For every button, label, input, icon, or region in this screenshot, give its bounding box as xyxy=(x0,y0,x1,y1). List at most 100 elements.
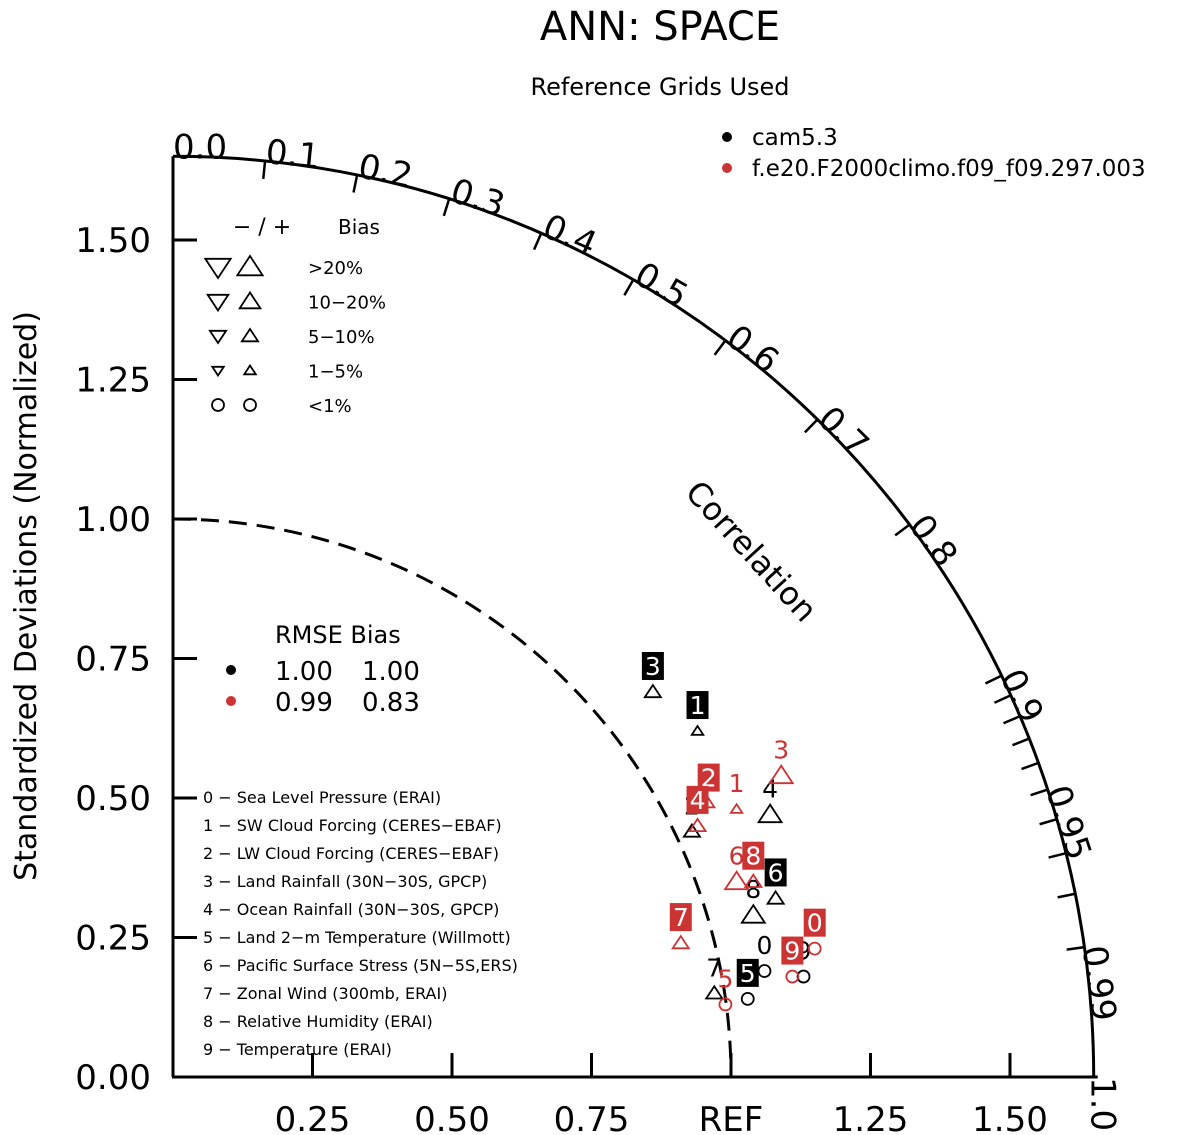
bias-legend-down-triangle-icon xyxy=(206,293,230,313)
correlation-label: 0.3 xyxy=(446,171,510,225)
legends-group: cam5.3 f.e20.F2000climo.f09_f09.297.003 − … xyxy=(203,125,1146,1059)
data-point-label: 1 xyxy=(690,691,706,720)
correlation-tick xyxy=(262,160,267,179)
data-point-label: 5 xyxy=(717,964,733,993)
variable-legend-item: 4 − Ocean Rainfall (30N−30S, GPCP) xyxy=(203,900,499,919)
data-point-marker xyxy=(743,873,764,888)
correlation-tick xyxy=(623,279,635,296)
chart-title: ANN: SPACE xyxy=(540,4,780,50)
data-point-marker xyxy=(757,964,772,978)
correlation-axis-label: Correlation xyxy=(678,473,825,629)
variable-legend-item: 3 − Land Rainfall (30N−30S, GPCP) xyxy=(203,872,487,891)
data-point-label-box xyxy=(669,903,692,932)
outer-arc xyxy=(172,154,1096,1078)
chart-subtitle: Reference Grids Used xyxy=(530,73,789,101)
rmse-table-bias: 1.00 xyxy=(362,657,420,687)
x-tick-label: 0.75 xyxy=(554,1100,630,1135)
correlation-tick xyxy=(1048,851,1067,859)
correlation-tick xyxy=(713,339,727,356)
data-point-label: 5 xyxy=(740,959,756,988)
data-point-label: 0 xyxy=(807,909,823,938)
data-point-label: 3 xyxy=(773,736,789,765)
data-point-label: 6 xyxy=(729,842,745,871)
correlation-tick xyxy=(1002,715,1021,725)
bias-legend-up-triangle-icon xyxy=(238,290,263,310)
bias-legend-label: >20% xyxy=(308,258,363,279)
data-point-label: 3 xyxy=(645,652,661,681)
y-tick-label: 1.00 xyxy=(75,500,151,540)
bias-legend-circle-icon xyxy=(243,398,257,412)
data-point-marker xyxy=(796,969,811,984)
bias-legend-header: Bias xyxy=(338,215,380,239)
rmse-table-bias: 0.83 xyxy=(362,688,420,718)
x-tick-label: 0.25 xyxy=(275,1100,351,1135)
data-point-label: 4 xyxy=(690,786,706,815)
y-axis-label: Standardized Deviations (Normalized) xyxy=(9,311,44,881)
data-point-marker xyxy=(690,724,705,736)
x-tick-label: REF xyxy=(699,1100,764,1135)
data-point-label-box xyxy=(781,936,804,965)
x-tick-label: 1.25 xyxy=(833,1100,909,1135)
data-point-label: 9 xyxy=(784,937,800,966)
data-point-marker xyxy=(765,889,786,905)
correlation-tick xyxy=(1057,892,1076,899)
rmse-table-rmse: 1.00 xyxy=(275,657,333,687)
data-point-marker xyxy=(740,991,755,1006)
data-point-label-box xyxy=(697,763,720,792)
data-point-label: 8 xyxy=(745,842,761,871)
x-tick-label: 0.50 xyxy=(414,1100,490,1135)
bias-legend-down-triangle-icon xyxy=(208,329,228,345)
rmse-table-header: RMSE Bias xyxy=(275,621,401,649)
bias-legend-circle-icon xyxy=(211,398,225,412)
correlation-label: 0.99 xyxy=(1074,943,1124,1024)
data-point-label-box xyxy=(686,785,709,814)
rmse-table-dot xyxy=(226,665,236,675)
data-point-label-box xyxy=(641,651,664,680)
data-point-label: 1 xyxy=(729,769,745,798)
bias-legend-down-triangle-icon xyxy=(210,365,226,378)
data-point-label-box xyxy=(742,841,765,870)
data-point-marker xyxy=(729,802,744,814)
data-point-label-box xyxy=(764,858,787,887)
y-tick-label: 0.25 xyxy=(75,919,151,959)
variable-legend-item: 2 − LW Cloud Forcing (CERES−EBAF) xyxy=(203,844,499,863)
rmse-table-rmse: 0.99 xyxy=(275,688,333,718)
variable-legend-item: 0 − Sea Level Pressure (ERAI) xyxy=(203,788,441,807)
correlation-tick xyxy=(1066,945,1085,951)
correlation-tick xyxy=(532,232,543,251)
data-point-marker xyxy=(768,764,795,785)
case-legend-dot xyxy=(722,132,732,142)
data-point-label: 7 xyxy=(673,903,689,932)
correlation-tick xyxy=(352,174,359,193)
bias-legend-up-triangle-icon xyxy=(242,363,258,376)
data-point-marker xyxy=(671,934,691,950)
data-point-label: 7 xyxy=(706,953,722,982)
correlation-tick xyxy=(1039,818,1058,826)
variable-legend-item: 9 − Temperature (ERAI) xyxy=(203,1040,392,1059)
data-point-label-box xyxy=(736,958,759,987)
data-point-label: 6 xyxy=(768,858,784,887)
variable-legend-item: 8 − Relative Humidity (ERAI) xyxy=(203,1012,433,1031)
correlation-label: 0.6 xyxy=(719,317,786,381)
reference-arc xyxy=(172,517,733,1078)
correlation-label: 1.0 xyxy=(1083,1077,1123,1131)
case-legend-label: cam5.3 xyxy=(752,125,838,151)
y-tick-label: 0.00 xyxy=(75,1058,151,1098)
data-point-marker xyxy=(723,870,750,891)
correlation-label: 0.2 xyxy=(355,146,416,196)
correlation-label: 0.0 xyxy=(173,127,227,167)
y-tick-label: 0.50 xyxy=(75,779,151,819)
data-point-marker xyxy=(785,969,800,984)
data-point-label-box xyxy=(686,691,709,720)
y-tick-label: 1.50 xyxy=(75,221,151,261)
data-point-marker xyxy=(704,984,724,1000)
bias-legend-label: <1% xyxy=(308,396,352,417)
correlation-tick xyxy=(1030,788,1049,797)
data-point-marker xyxy=(807,941,822,956)
data-point-marker xyxy=(687,817,708,832)
bias-legend-label: 5−10% xyxy=(308,327,375,348)
data-point-marker xyxy=(740,903,767,924)
y-tick-label: 0.75 xyxy=(75,640,151,680)
bias-legend-up-triangle-icon xyxy=(235,254,265,277)
